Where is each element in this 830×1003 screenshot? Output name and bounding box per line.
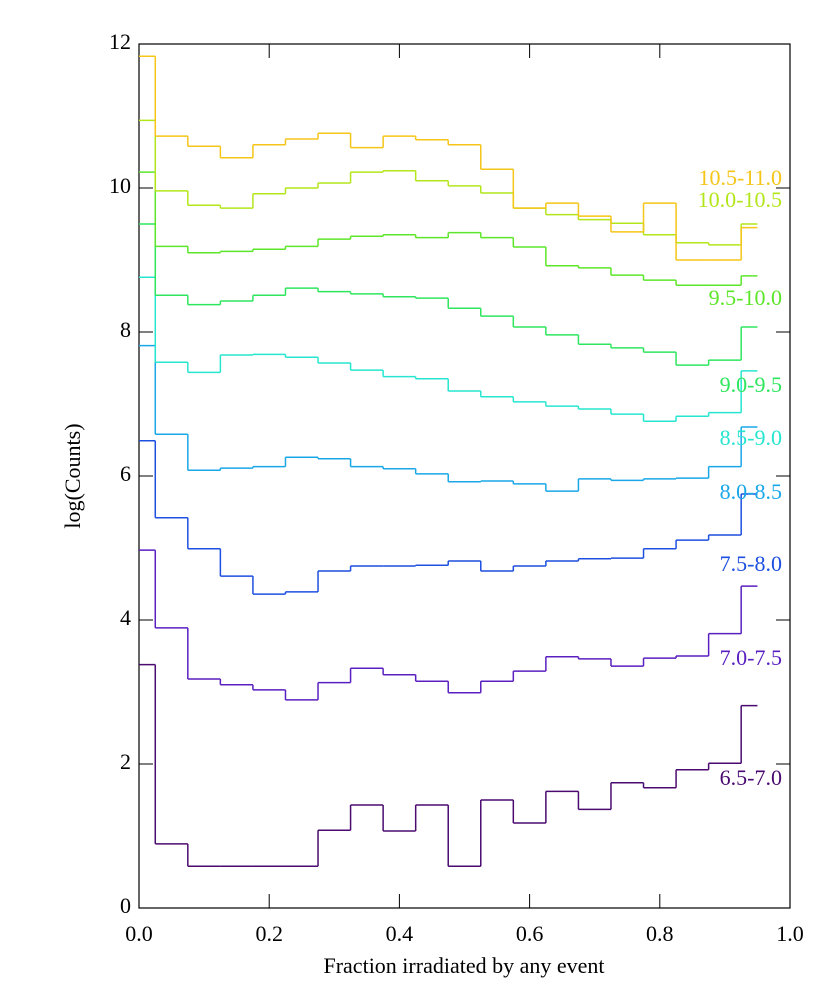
x-tick-label: 0.0 <box>125 921 153 946</box>
y-tick-label: 2 <box>120 749 131 774</box>
x-tick-label: 0.6 <box>516 921 544 946</box>
series-label: 6.5-7.0 <box>720 765 782 790</box>
plot-frame <box>138 43 791 909</box>
x-tick-label: 1.0 <box>776 921 804 946</box>
series-label: 8.0-8.5 <box>720 479 782 504</box>
y-tick-label: 4 <box>120 605 131 630</box>
series-label: 9.5-10.0 <box>709 285 782 310</box>
y-tick-label: 10 <box>109 173 131 198</box>
series-label: 9.0-9.5 <box>720 372 782 397</box>
series-label: 8.5-9.0 <box>720 425 782 450</box>
x-tick-label: 0.8 <box>646 921 674 946</box>
series-label: 7.5-8.0 <box>720 551 782 576</box>
series-label: 10.0-10.5 <box>698 187 782 212</box>
y-tick-label: 12 <box>109 29 131 54</box>
y-tick-label: 8 <box>120 317 131 342</box>
y-axis-label: log(Counts) <box>60 423 85 528</box>
x-tick-label: 0.2 <box>255 921 283 946</box>
y-tick-label: 0 <box>120 893 131 918</box>
series-label: 10.5-11.0 <box>698 165 782 190</box>
x-tick-label: 0.4 <box>386 921 414 946</box>
x-axis-label: Fraction irradiated by any event <box>323 953 604 978</box>
y-tick-label: 6 <box>120 461 131 486</box>
series-label: 7.0-7.5 <box>720 645 782 670</box>
